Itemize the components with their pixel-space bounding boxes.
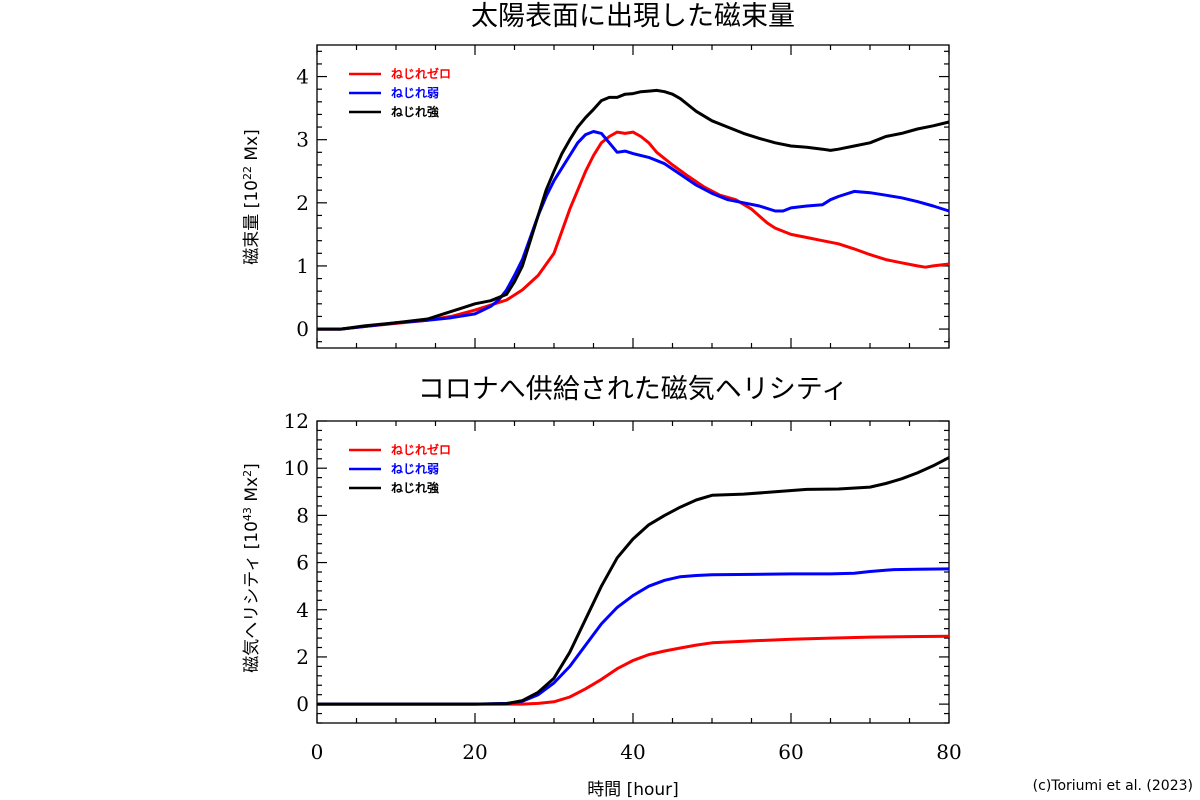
flux-series-group — [317, 88, 950, 331]
helicity-chart-title: コロナへ供給された磁気ヘリシティ — [418, 374, 848, 405]
helicity-series-zero — [317, 634, 950, 706]
y-tick-label: 8 — [296, 503, 309, 527]
y-tick-label: 1 — [296, 254, 309, 278]
y-tick-label: 3 — [296, 128, 309, 152]
helicity-chart: コロナへ供給された磁気ヘリシティ 磁気ヘリシティ [1043 Mx2] 0 20 4… — [241, 374, 962, 800]
y-tick-label: 10 — [284, 456, 309, 480]
x-axis-label: 時間 [hour] — [587, 780, 679, 800]
credit-text: (c)Toriumi et al. (2023) — [1033, 778, 1193, 794]
legend-label-strong: ねじれ強 — [391, 480, 439, 495]
flux-series-zero — [317, 130, 950, 331]
x-tick-label: 0 — [311, 740, 324, 764]
legend-label-weak: ねじれ弱 — [391, 461, 439, 476]
flux-series-strong — [317, 88, 950, 331]
flux-chart-ylabel: 磁束量 [1022 Mx] — [241, 129, 263, 264]
helicity-axis-ticks: 0 20 40 60 80 0 2 4 6 8 10 12 — [284, 409, 962, 764]
helicity-chart-ylabel: 磁気ヘリシティ [1043 Mx2] — [241, 463, 263, 672]
helicity-series-strong — [317, 456, 950, 706]
flux-chart-title: 太陽表面に出現した磁束量 — [471, 1, 795, 32]
y-tick-label: 4 — [296, 598, 309, 622]
y-tick-label: 0 — [296, 692, 309, 716]
y-tick-label: 2 — [296, 645, 309, 669]
y-tick-label: 2 — [296, 191, 309, 215]
legend-label-weak: ねじれ弱 — [391, 85, 439, 100]
helicity-series-group — [317, 456, 950, 706]
y-tick-label: 12 — [284, 409, 309, 433]
y-tick-label: 4 — [296, 65, 309, 89]
legend-label-zero: ねじれゼロ — [391, 442, 451, 457]
x-tick-label: 20 — [462, 740, 487, 764]
flux-axis-ticks: 0 1 2 3 4 — [296, 45, 950, 348]
flux-series-weak — [317, 130, 950, 331]
legend-label-zero: ねじれゼロ — [391, 66, 451, 81]
x-tick-label: 60 — [778, 740, 803, 764]
y-tick-label: 6 — [296, 551, 309, 575]
helicity-series-weak — [317, 567, 950, 706]
legend-label-strong: ねじれ強 — [391, 104, 439, 119]
x-tick-label: 80 — [936, 740, 961, 764]
x-tick-label: 40 — [620, 740, 645, 764]
y-tick-label: 0 — [296, 317, 309, 341]
